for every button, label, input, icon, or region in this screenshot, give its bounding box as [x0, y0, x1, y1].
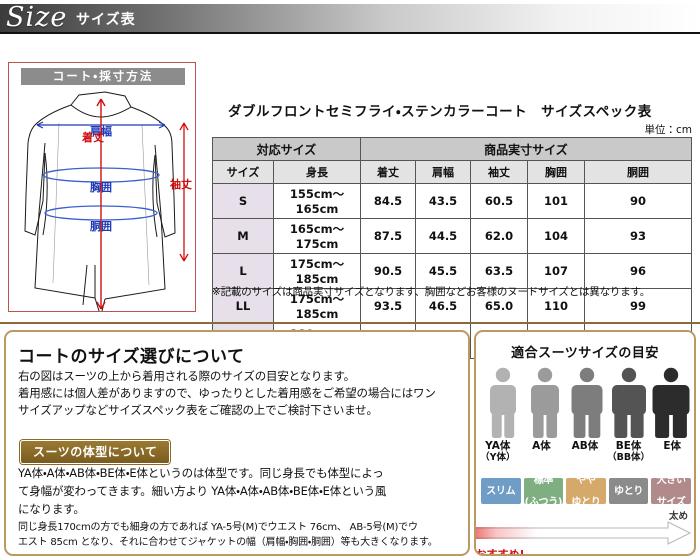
page-header: Size サイズ表 [0, 0, 700, 40]
suit-size-guide-panel: 適合スーツサイズの目安 YA体 （Y体） A体 AB体 BE体 （BB体） E体… [474, 330, 696, 556]
table-row: LL 175cm～185cm 93.5 46.5 65.0 110 99 [212, 288, 692, 324]
body-type-label-be: BE体 （BB体） [607, 440, 651, 463]
table-column-header-row: サイズ 身長 着丈 肩幅 袖丈 胸囲 胴囲 [212, 160, 692, 184]
body-figure-YA体 [490, 367, 516, 438]
col-header-waist: 胴囲 [584, 160, 692, 184]
size-feel-badge-2: やや ゆとり [566, 475, 606, 508]
cell-chest: 101 [527, 183, 585, 219]
size-guide-paragraph-2: YA体・A体・AB体・BE体・E体というのは体型です。同じ身長でも体型によっ て… [18, 464, 468, 518]
unit-note: 単位：cm [644, 124, 692, 136]
table-row: M 165cm～175cm 87.5 44.5 62.0 104 93 [212, 218, 692, 254]
cell-waist: 99 [584, 288, 692, 324]
coat-label-sleeve: 袖丈 [169, 177, 192, 191]
size-feel-badge-1: 標準 (ふつう) [523, 474, 564, 508]
cell-waist: 93 [584, 218, 692, 254]
section-divider [0, 322, 700, 324]
size-feel-badges: スリム 標準 (ふつう) やや ゆとり ゆとり 大きい サイズ [481, 474, 691, 508]
header-underline [0, 32, 700, 34]
size-guide-panel: コートのサイズ選びについて 右の図はスーツの上から着用される際のサイズの目安とな… [4, 330, 470, 556]
body-type-label-e: E体 [663, 440, 682, 452]
cell-chest: 107 [527, 253, 585, 289]
cell-height: 165cm～175cm [273, 218, 361, 254]
recommend-zone-text: このゾーンの方におすすめ! [475, 548, 525, 556]
guide-p1-line1: 右の図はスーツの上から着用される際のサイズの目安となります。 [18, 369, 355, 383]
col-header-size: サイズ [212, 160, 274, 184]
group-header-correspond: 対応サイズ [212, 137, 361, 161]
cell-size: L [212, 253, 274, 289]
col-header-length: 着丈 [360, 160, 416, 184]
table-row: L 175cm～185cm 90.5 45.5 63.5 107 96 [212, 253, 692, 289]
size-spec-table: 対応サイズ 商品実寸サイズ サイズ 身長 着丈 肩幅 袖丈 胸囲 胴囲 S 15… [212, 137, 692, 359]
table-group-header-row: 対応サイズ 商品実寸サイズ [212, 137, 692, 161]
size-guide-heading: コートのサイズ選びについて [18, 347, 245, 367]
scale-label-heavy: 太め [668, 511, 688, 522]
cell-sleeve: 62.0 [470, 218, 528, 254]
size-guide-paragraph-1: 右の図はスーツの上から着用される際のサイズの目安となります。 着用感には個人差が… [18, 368, 464, 419]
coat-label-length-1: 着丈 [81, 130, 104, 144]
cell-height: 155cm～165cm [273, 183, 361, 219]
guide-p1-line2: 着用感には個人差がありますので、ゆったりとした着用感をご希望の場合にはワン [18, 386, 436, 400]
cell-length: 87.5 [360, 218, 416, 254]
cell-size: M [212, 218, 274, 254]
cell-length: 93.5 [360, 288, 416, 324]
coat-measure-panel: コート・採寸方法 [8, 62, 196, 312]
spec-table-title: ダブルフロントセミフライ・ステンカラーコート サイズスペック表 [228, 104, 652, 120]
cell-height: 175cm～185cm [273, 288, 361, 324]
size-feel-badge-0: スリム [481, 478, 521, 504]
col-header-chest: 胸囲 [527, 160, 585, 184]
body-type-figures [490, 367, 690, 438]
coat-diagram: 肩幅 胸囲 胴囲 着丈 袖丈 [24, 91, 192, 311]
spec-table-footnote: ※記載のサイズは商品実寸サイズとなります、胸囲などお客様のヌードサイズとは異なり… [212, 286, 651, 298]
cell-length: 90.5 [360, 253, 416, 289]
guide-p1-line3: サイズアップなどサイズスペック表をご確認の上でご検討下さいませ。 [18, 403, 378, 417]
page-title: サイズ表 [76, 12, 136, 28]
body-type-label-ab: AB体 [571, 440, 599, 452]
body-figure-E体 [652, 367, 690, 438]
size-feel-badge-3: ゆとり [608, 478, 649, 504]
cell-size: LL [212, 288, 274, 324]
group-header-actual: 商品実寸サイズ [360, 137, 692, 161]
body-figure-BE体 [612, 367, 646, 438]
col-header-shoulder: 肩幅 [415, 160, 471, 184]
cell-height: 175cm～185cm [273, 253, 361, 289]
fit-zone-arrow [476, 521, 692, 545]
guide-p3-line2: エスト 85cm となり、それに合わせてジャケットの幅（肩幅・胸囲・胴囲）等も大… [18, 537, 438, 548]
suit-body-type-badge: スーツの体型について [20, 440, 171, 464]
body-figure-AB体 [571, 367, 603, 438]
col-header-sleeve: 袖丈 [470, 160, 528, 184]
cell-length: 84.5 [360, 183, 416, 219]
cell-chest: 104 [527, 218, 585, 254]
col-header-height: 身長 [273, 160, 361, 184]
guide-p2-line3: になります。 [18, 502, 85, 516]
cell-shoulder: 43.5 [415, 183, 471, 219]
cell-waist: 96 [584, 253, 692, 289]
cell-chest: 110 [527, 288, 585, 324]
header-gradient-bar [0, 4, 700, 32]
page-title-brand: Size [6, 2, 68, 33]
table-row: S 155cm～165cm 84.5 43.5 60.5 101 90 [212, 183, 692, 219]
body-type-label-a: A体 [532, 440, 551, 452]
guide-p3-line1: 同じ身長170cmの方でも細身の方であれば YA-5号(M)でウエスト 76cm… [18, 522, 418, 533]
cell-sleeve: 60.5 [470, 183, 528, 219]
suit-guide-title: 適合スーツサイズの目安 [511, 346, 659, 361]
cell-waist: 90 [584, 183, 692, 219]
cell-shoulder: 44.5 [415, 218, 471, 254]
size-feel-badge-4: 大きい サイズ [651, 475, 691, 508]
body-type-label-ya: YA体 （Y体） [480, 440, 516, 463]
cell-size: S [212, 183, 274, 219]
guide-p2-line1: YA体・A体・AB体・BE体・E体というのは体型です。同じ身長でも体型によっ [18, 466, 384, 480]
body-type-labels: YA体 （Y体） A体 AB体 BE体 （BB体） E体 [476, 440, 694, 464]
coat-panel-title: コート・採寸方法 [21, 68, 185, 85]
size-guide-paragraph-3: 同じ身長170cmの方でも細身の方であれば YA-5号(M)でウエスト 76cm… [18, 520, 470, 550]
body-figure-A体 [531, 367, 559, 438]
guide-p2-line2: て身幅が変わってきます。細い方より YA体・A体・AB体・BE体・E体という風 [18, 484, 387, 498]
